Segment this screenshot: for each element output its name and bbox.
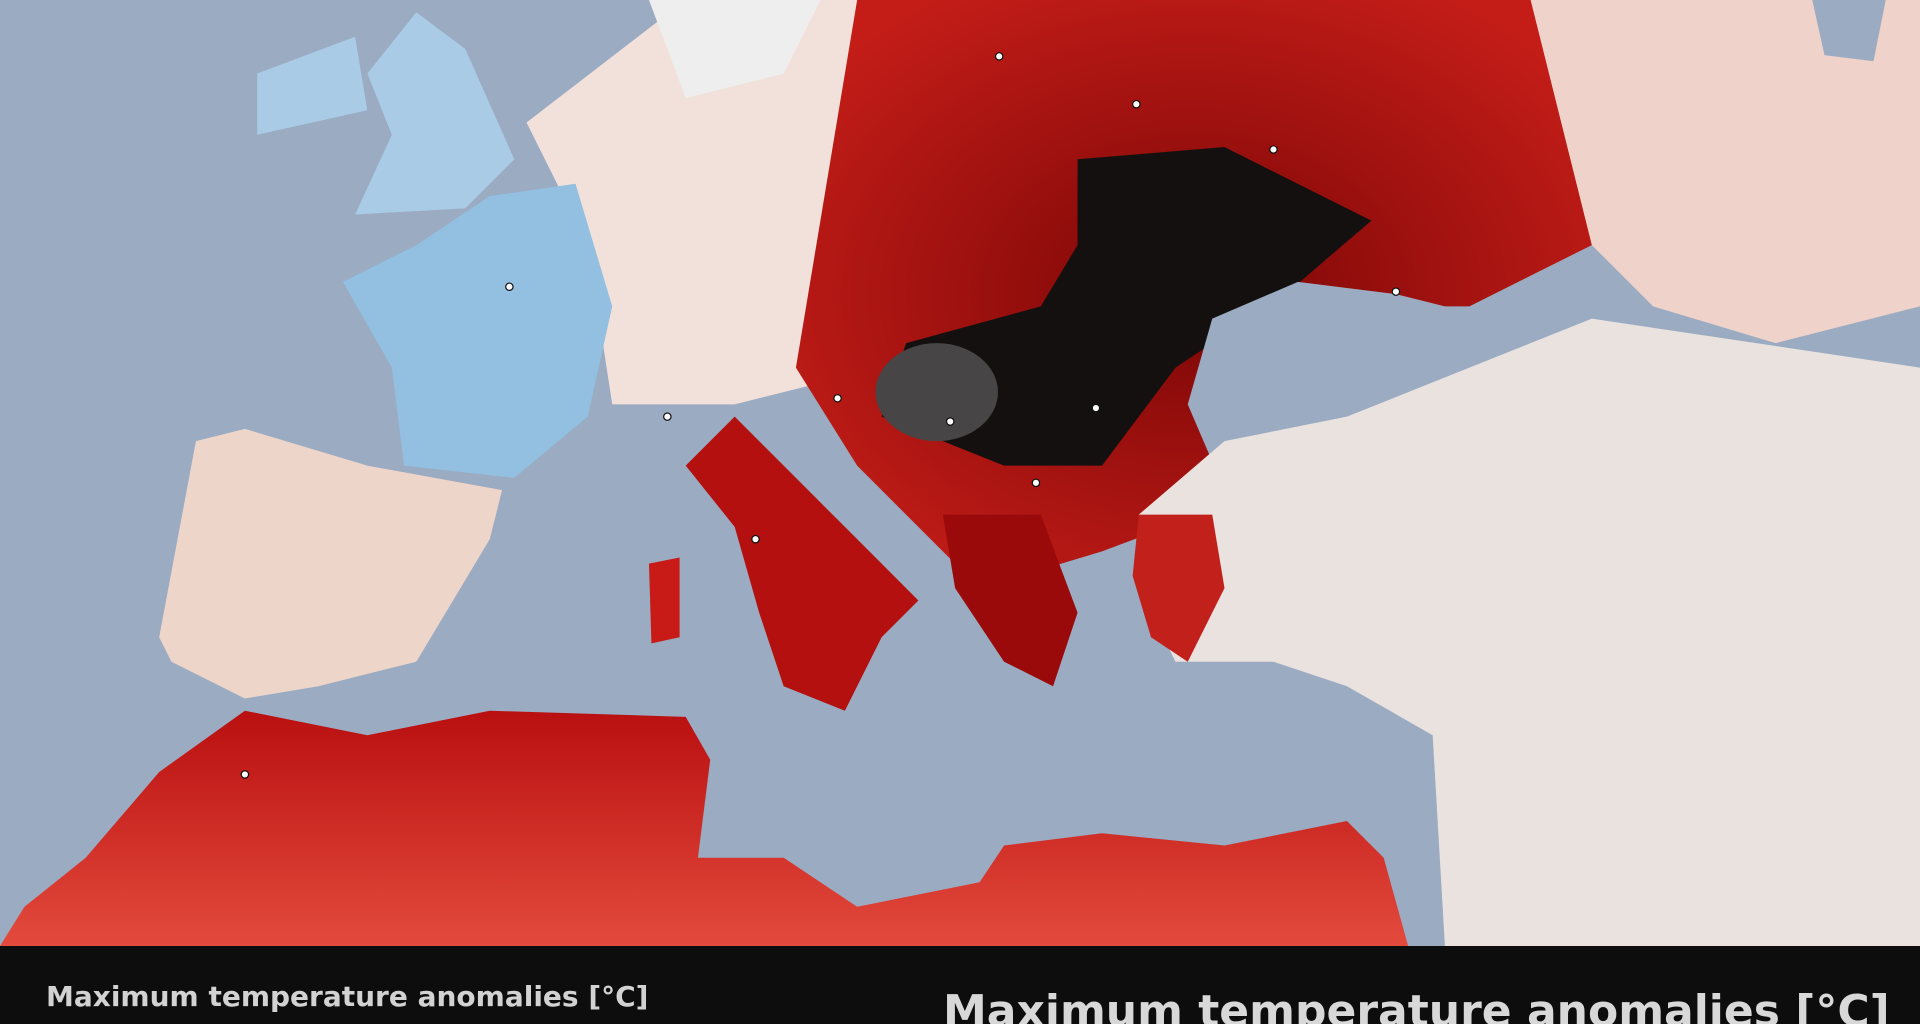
scandinavia: [648, 0, 821, 99]
italy: [685, 416, 919, 711]
britain: [355, 12, 515, 215]
greece: [942, 514, 1078, 687]
anomaly-core: [881, 147, 1372, 466]
france: [342, 183, 613, 478]
caption-left: Maximum temperature anomalies [°C]: [46, 980, 649, 1013]
west-turkey: [1132, 514, 1225, 662]
turkey-middle-east: [1138, 318, 1920, 946]
caption-bar: Maximum temperature anomalies [°C] Maxim…: [0, 946, 1920, 1024]
caspian-sea: [1812, 0, 1886, 62]
caption-right: Maximum temperature anomalies [°C]: [943, 986, 1890, 1024]
ireland: [257, 36, 368, 135]
city-dots: [240, 52, 1401, 779]
north-africa: [0, 710, 1409, 946]
anomaly-peak: [875, 343, 998, 442]
russia-east: [1469, 0, 1920, 344]
spain: [159, 428, 503, 699]
sardinia: [648, 557, 680, 644]
map: [0, 0, 1920, 946]
